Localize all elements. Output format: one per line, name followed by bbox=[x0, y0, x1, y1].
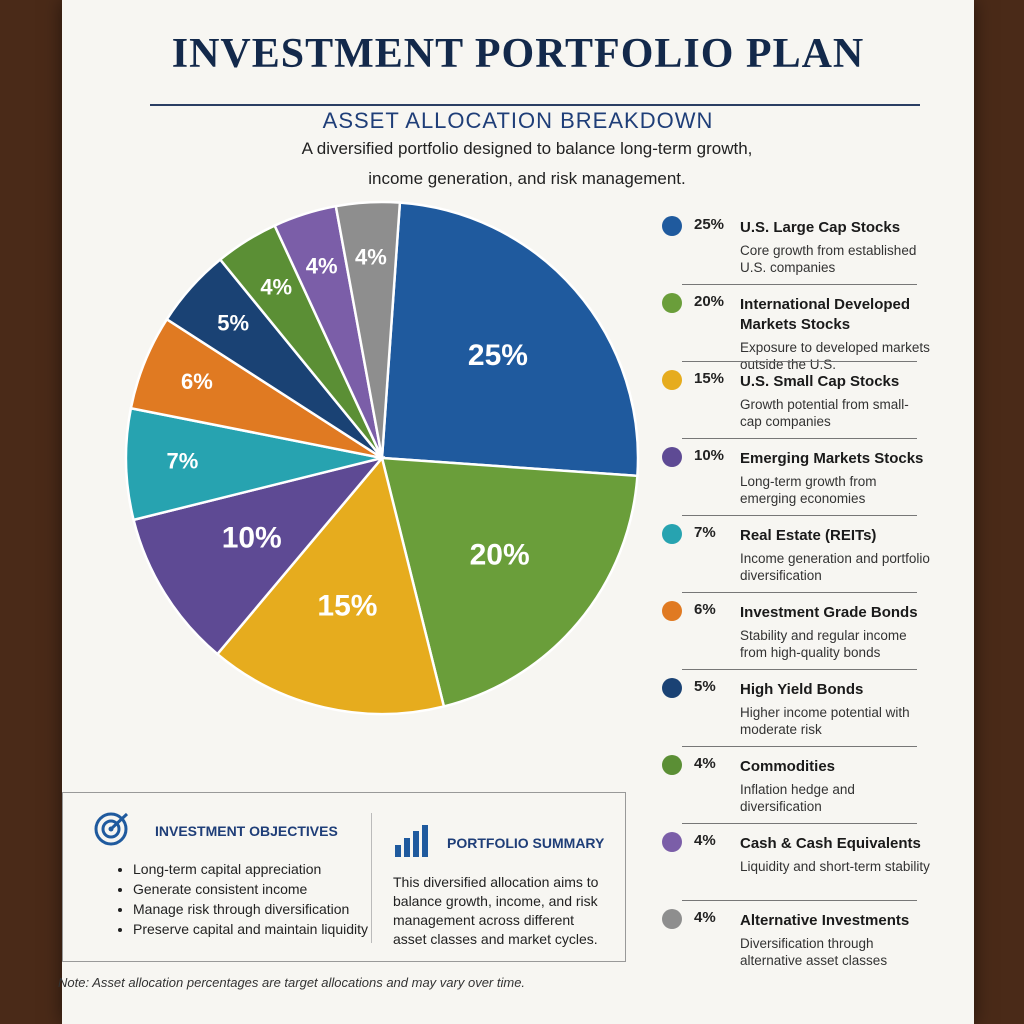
slice-label: 4% bbox=[306, 253, 338, 278]
pie-slice bbox=[124, 406, 383, 522]
legend-description: Income generation and portfolio diversif… bbox=[740, 551, 930, 583]
slice-label: 7% bbox=[166, 449, 198, 474]
slice-label: 25% bbox=[468, 339, 528, 372]
pie-slice bbox=[380, 201, 640, 478]
legend-entry: Real Estate (REITs) Income generation and… bbox=[740, 526, 930, 584]
legend-description: Inflation hedge and diversification bbox=[740, 782, 855, 814]
legend-category: International Developed Markets Stocks bbox=[740, 296, 911, 333]
legend-percent: 5% bbox=[694, 678, 716, 695]
legend-separator bbox=[682, 823, 917, 824]
legend-category: U.S. Small Cap Stocks bbox=[740, 373, 900, 390]
title: INVESTMENT PORTFOLIO PLAN bbox=[171, 31, 865, 77]
legend-description: Liquidity and short-term stability bbox=[740, 859, 930, 874]
legend-description: Long-term growth from emerging economies bbox=[740, 474, 877, 506]
pie-slice bbox=[334, 200, 402, 459]
objective-item: Generate consistent income bbox=[133, 879, 368, 899]
legend-description: Growth potential from small-cap companie… bbox=[740, 397, 909, 429]
legend-percent: 10% bbox=[694, 447, 725, 464]
legend-description: Core growth from established U.S. compan… bbox=[740, 243, 917, 275]
info-box: INVESTMENT OBJECTIVES Long-term capital … bbox=[62, 792, 626, 962]
legend-entry: Emerging Markets Stocks Long-term growth … bbox=[740, 449, 930, 507]
legend-description: Higher income potential with moderate ri… bbox=[740, 705, 910, 737]
legend-category: Cash & Cash Equivalents bbox=[740, 835, 921, 852]
slice-label: 5% bbox=[217, 311, 249, 336]
summary-title: PORTFOLIO SUMMARY bbox=[447, 835, 605, 851]
legend-entry: Cash & Cash Equivalents Liquidity and sho… bbox=[740, 834, 930, 875]
legend-swatch bbox=[662, 678, 682, 698]
objectives-list: Long-term capital appreciationGenerate c… bbox=[115, 859, 368, 939]
legend-swatch bbox=[662, 755, 682, 775]
legend-category: Emerging Markets Stocks bbox=[740, 450, 924, 467]
pie-slice bbox=[215, 455, 446, 716]
subtitle: ASSET ALLOCATION BREAKDOWN bbox=[322, 108, 714, 133]
rule bbox=[150, 104, 920, 106]
legend-swatch bbox=[662, 524, 682, 544]
legend-entry: Commodities Inflation hedge and diversifi… bbox=[740, 757, 930, 815]
slice-label: 15% bbox=[317, 590, 377, 623]
slice-label: 6% bbox=[181, 369, 213, 394]
pie-slice bbox=[132, 455, 386, 656]
legend-entry: U.S. Large Cap Stocks Core growth from es… bbox=[740, 218, 930, 276]
legend-entry: High Yield Bonds Higher income potential … bbox=[740, 680, 930, 738]
legend-separator bbox=[682, 361, 917, 362]
bars-icon bbox=[395, 825, 428, 857]
legend-swatch bbox=[662, 293, 682, 313]
legend-swatch bbox=[662, 216, 682, 236]
legend-category: Investment Grade Bonds bbox=[740, 604, 918, 621]
slice-label: 10% bbox=[222, 521, 282, 554]
legend-swatch bbox=[662, 601, 682, 621]
legend-entry: Alternative Investments Diversification t… bbox=[740, 911, 930, 969]
legend-separator bbox=[682, 669, 917, 670]
paper: INVESTMENT PORTFOLIO PLAN ASSET ALLOCATI… bbox=[58, 0, 974, 1024]
legend-category: Commodities bbox=[740, 758, 836, 775]
legend-category: Real Estate (REITs) bbox=[740, 527, 877, 544]
legend-description: Diversification through alternative asse… bbox=[740, 936, 888, 968]
legend-percent: 7% bbox=[694, 524, 716, 541]
legend-category: U.S. Large Cap Stocks bbox=[740, 219, 901, 236]
legend-separator bbox=[682, 438, 917, 439]
description: A diversified portfolio designed to bala… bbox=[301, 139, 753, 188]
legend-category: Alternative Investments bbox=[740, 912, 910, 929]
legend-entry: Investment Grade Bonds Stability and regu… bbox=[740, 603, 930, 661]
target-icon bbox=[94, 812, 129, 846]
legend-entry: U.S. Small Cap Stocks Growth potential fr… bbox=[740, 372, 930, 430]
legend-percent: 25% bbox=[694, 216, 725, 233]
divider bbox=[371, 813, 372, 943]
legend-swatch bbox=[662, 447, 682, 467]
summary-text: This diversified allocation aims to bala… bbox=[393, 874, 599, 947]
legend-percent: 20% bbox=[694, 293, 725, 310]
legend-category: High Yield Bonds bbox=[740, 681, 864, 698]
legend-swatch bbox=[662, 832, 682, 852]
legend-percent: 15% bbox=[694, 370, 725, 387]
legend-swatch bbox=[662, 909, 682, 929]
legend-percent: 6% bbox=[694, 601, 716, 618]
pie-slice bbox=[380, 456, 639, 708]
objectives-title: INVESTMENT OBJECTIVES bbox=[155, 823, 338, 839]
note: Note: Asset allocation percentages are t… bbox=[58, 975, 526, 990]
slice-label: 4% bbox=[260, 274, 292, 299]
slice-label: 20% bbox=[470, 539, 530, 572]
objective-item: Long-term capital appreciation bbox=[133, 859, 368, 879]
legend-entry: International Developed Markets Stocks Ex… bbox=[740, 295, 930, 373]
pie-chart: 25% 20% 15% 10% 7% 6% 5% 4% 4% 4% bbox=[124, 200, 640, 716]
legend-separator bbox=[682, 746, 917, 747]
objective-item: Preserve capital and maintain liquidity bbox=[133, 919, 368, 939]
objective-item: Manage risk through diversification bbox=[133, 899, 368, 919]
legend-separator bbox=[682, 592, 917, 593]
legend-separator bbox=[682, 900, 917, 901]
legend-percent: 4% bbox=[694, 832, 716, 849]
legend-swatch bbox=[662, 370, 682, 390]
legend-percent: 4% bbox=[694, 909, 716, 926]
legend-separator bbox=[682, 284, 917, 285]
legend-description: Stability and regular income from high-q… bbox=[740, 628, 907, 660]
slice-label: 4% bbox=[355, 244, 387, 269]
legend-percent: 4% bbox=[694, 755, 716, 772]
legend-description: Exposure to developed markets outside th… bbox=[740, 340, 930, 372]
legend-separator bbox=[682, 515, 917, 516]
